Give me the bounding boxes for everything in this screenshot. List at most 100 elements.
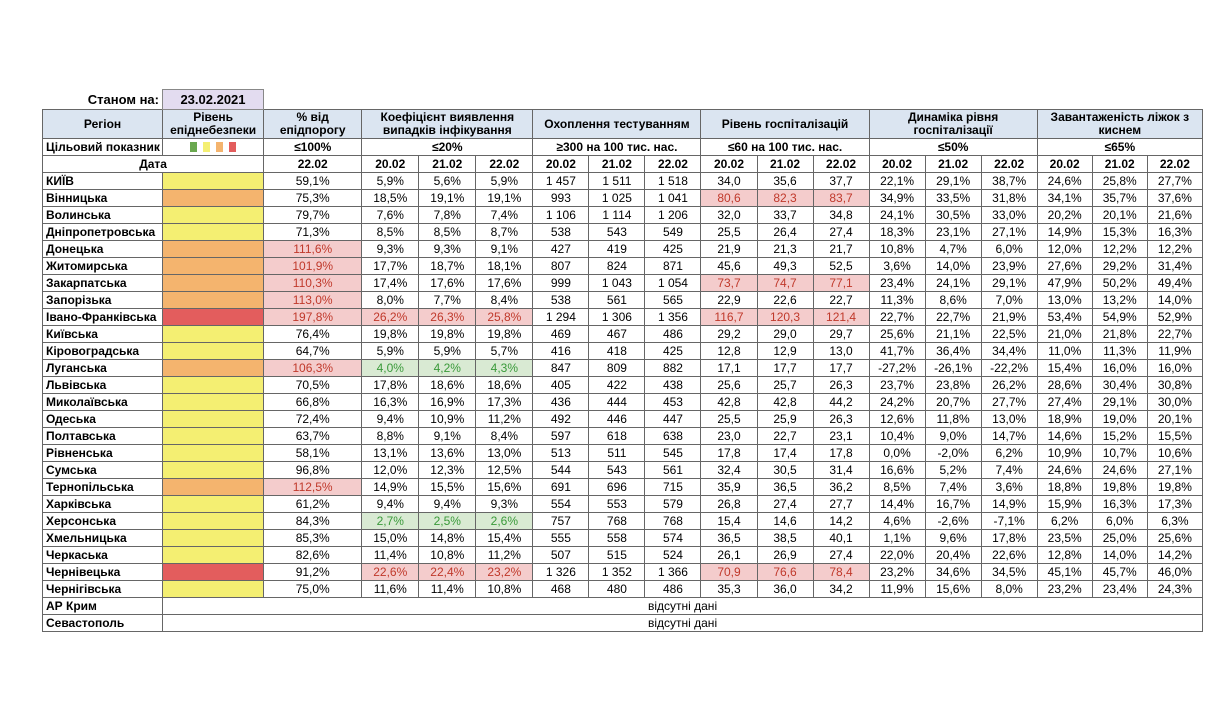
value-cell: 70,9	[700, 563, 758, 581]
value-cell: 36,5	[700, 529, 758, 547]
value-cell: 82,6%	[263, 546, 363, 564]
value-cell: -26,1%	[924, 359, 982, 377]
value-cell: 507	[532, 546, 590, 564]
date-header: 21.02	[924, 155, 982, 173]
region-name: Чернігівська	[41, 580, 164, 598]
value-cell: 2,7%	[361, 512, 420, 530]
region-name: Волинська	[41, 206, 164, 224]
value-cell: 13,0%	[475, 444, 534, 462]
value-cell: 18,7%	[418, 257, 477, 275]
region-name: Житомирська	[41, 257, 164, 275]
value-cell: 33,7	[756, 206, 814, 224]
value-cell: 12,6%	[868, 410, 926, 428]
value-cell: -7,1%	[980, 512, 1038, 530]
value-cell: 515	[588, 546, 646, 564]
row-label: Дата	[41, 155, 265, 173]
value-cell: 25,5	[700, 223, 758, 241]
value-cell: 41,7%	[868, 342, 926, 360]
table-row: Севастополь відсутні дані	[41, 614, 1203, 632]
danger-level	[162, 240, 265, 258]
danger-level	[162, 172, 265, 190]
value-cell: 9,4%	[361, 495, 420, 513]
value-cell: 16,3%	[361, 393, 420, 411]
table-row: Чернівецька 91,2% 22,6% 22,4% 23,2% 1 326 1 35…	[41, 563, 1204, 581]
value-cell: 29,1%	[980, 274, 1038, 292]
value-cell: 11,4%	[361, 546, 420, 564]
table-row: Рівненська 58,1% 13,1% 13,6% 13,0% 513 511 545 1…	[41, 444, 1204, 462]
value-cell: 447	[644, 410, 702, 428]
value-cell: 13,0	[812, 342, 870, 360]
value-cell: 538	[532, 291, 590, 309]
table-row: Миколаївська 66,8% 16,3% 16,9% 17,3% 436 444 45…	[41, 393, 1204, 411]
value-cell: 77,1	[812, 274, 870, 292]
danger-level	[162, 444, 265, 462]
value-cell: 14,7%	[980, 427, 1038, 445]
value-cell: 36,2	[812, 478, 870, 496]
value-cell: 19,8%	[418, 325, 477, 343]
value-cell: 5,9%	[475, 172, 534, 190]
target-value: ≤65%	[1036, 138, 1204, 156]
danger-level	[162, 206, 265, 224]
value-cell: 7,7%	[418, 291, 477, 309]
danger-level	[162, 257, 265, 275]
value-cell: 8,4%	[475, 291, 534, 309]
value-cell: 8,4%	[475, 427, 534, 445]
danger-level	[162, 529, 265, 547]
value-cell: 19,0%	[1091, 410, 1148, 428]
value-cell: 110,3%	[263, 274, 363, 292]
value-cell: 7,4%	[475, 206, 534, 224]
column-header: Динаміка рівня госпіталізації	[868, 109, 1038, 139]
value-cell: 1 114	[588, 206, 646, 224]
value-cell: 10,6%	[1146, 444, 1204, 462]
value-cell: 120,3	[756, 308, 814, 326]
danger-level	[162, 325, 265, 343]
value-cell: 19,8%	[1146, 478, 1204, 496]
column-header: % від епідпорогу	[263, 109, 363, 139]
value-cell: 16,3%	[1146, 223, 1204, 241]
value-cell: 427	[532, 240, 590, 258]
value-cell: 29,1%	[924, 172, 982, 190]
report: Станом на: 23.02.2021 Регіон Рівень епідн…	[41, 88, 1204, 632]
target-value: ≥300 на 100 тис. нас.	[532, 138, 702, 156]
value-cell: 444	[588, 393, 646, 411]
value-cell: 74,7	[756, 274, 814, 292]
value-cell: 70,5%	[263, 376, 363, 394]
value-cell: 21,9%	[980, 308, 1038, 326]
value-cell: 23,4%	[1091, 580, 1148, 598]
value-cell: 21,7	[812, 240, 870, 258]
value-cell: 14,4%	[868, 495, 926, 513]
value-cell: 101,9%	[263, 257, 363, 275]
region-name: Дніпропетровська	[41, 223, 164, 241]
value-cell: 31,4%	[1146, 257, 1204, 275]
value-cell: 12,9	[756, 342, 814, 360]
value-cell: 54,9%	[1091, 308, 1148, 326]
value-cell: 27,4	[812, 223, 870, 241]
table: Регіон Рівень епіднебезпеки% від епідпоро…	[41, 109, 1204, 632]
date-header: 20.02	[868, 155, 926, 173]
value-cell: 18,8%	[1036, 478, 1093, 496]
value-cell: 21,0%	[1036, 325, 1093, 343]
value-cell: 10,9%	[1036, 444, 1093, 462]
value-cell: 8,0%	[980, 580, 1038, 598]
danger-level	[162, 427, 265, 445]
value-cell: 32,0	[700, 206, 758, 224]
value-cell: 33,0%	[980, 206, 1038, 224]
value-cell: 22,0%	[868, 546, 926, 564]
value-cell: 538	[532, 223, 590, 241]
value-cell: 20,2%	[1036, 206, 1093, 224]
column-header: Охоплення тестуванням	[532, 109, 702, 139]
value-cell: 9,1%	[475, 240, 534, 258]
value-cell: 26,2%	[980, 376, 1038, 394]
value-cell: 64,7%	[263, 342, 363, 360]
table-row: Вінницька 75,3% 18,5% 19,1% 19,1% 993 1 025 1 0…	[41, 189, 1204, 207]
value-cell: 7,4%	[924, 478, 982, 496]
region-name: КИЇВ	[41, 172, 164, 190]
value-cell: 23,2%	[475, 563, 534, 581]
value-cell: 1 041	[644, 189, 702, 207]
value-cell: 558	[588, 529, 646, 547]
value-cell: 1 206	[644, 206, 702, 224]
value-cell: 6,0%	[1091, 512, 1148, 530]
value-cell: 17,8	[812, 444, 870, 462]
table-row: Цільовий показник ≤100% ≤20% ≥300 на 100 ти…	[41, 138, 1204, 156]
missing-note: відсутні дані	[162, 597, 1203, 615]
